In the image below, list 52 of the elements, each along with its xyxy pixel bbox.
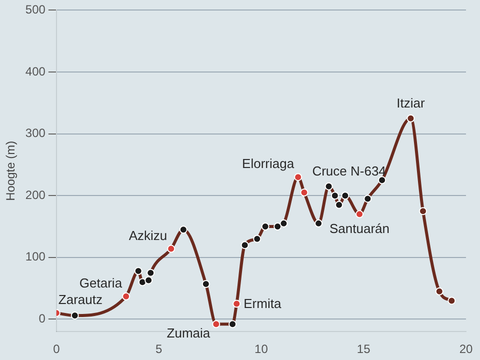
point	[228, 320, 237, 328]
point	[356, 210, 364, 218]
annotation: Ermita	[244, 296, 282, 311]
annotation: Getaria	[79, 275, 123, 290]
point	[300, 188, 308, 197]
y-axis-title: Hoogte (m)	[4, 140, 18, 201]
point	[378, 176, 386, 184]
point	[274, 222, 282, 231]
annotation: Santuarán	[330, 221, 390, 236]
point	[253, 234, 262, 243]
point	[202, 280, 210, 288]
point	[261, 222, 270, 231]
point	[146, 268, 155, 277]
y-tick-label: 0	[38, 312, 46, 326]
point	[212, 320, 220, 328]
point	[324, 182, 333, 190]
point	[330, 192, 339, 200]
annotation: Cruce N-634	[312, 164, 386, 179]
y-tick-label: 300	[25, 126, 46, 140]
annotation: Zumaia	[166, 325, 211, 340]
x-tick-label: 10	[254, 342, 268, 356]
point	[294, 173, 302, 182]
point	[341, 192, 350, 200]
annotation: Azkizu	[128, 228, 168, 243]
point	[144, 276, 153, 284]
x-tick-label: 15	[356, 342, 371, 356]
point	[138, 278, 146, 286]
point	[435, 287, 444, 296]
point	[418, 207, 427, 216]
point	[232, 300, 241, 308]
point	[134, 267, 142, 276]
point	[179, 226, 188, 234]
point	[167, 244, 176, 253]
annotation: Elorriaga	[242, 156, 295, 172]
annotation: Itziar	[396, 95, 426, 110]
x-tick-label: 5	[155, 342, 162, 356]
point	[280, 219, 288, 228]
point	[240, 241, 249, 250]
point	[122, 292, 130, 300]
point	[364, 194, 372, 203]
point	[70, 312, 79, 320]
point	[335, 200, 344, 209]
y-tick-label: 200	[25, 188, 46, 202]
annotation: Zarautz	[58, 292, 102, 308]
x-tick-label: 0	[53, 342, 60, 356]
x-tick-label: 20	[459, 342, 473, 356]
point	[406, 114, 415, 122]
point	[448, 296, 456, 305]
point	[314, 219, 323, 228]
y-tick-label: 100	[25, 250, 46, 264]
y-tick-label: 400	[25, 64, 46, 78]
y-tick-label: 500	[25, 2, 46, 17]
